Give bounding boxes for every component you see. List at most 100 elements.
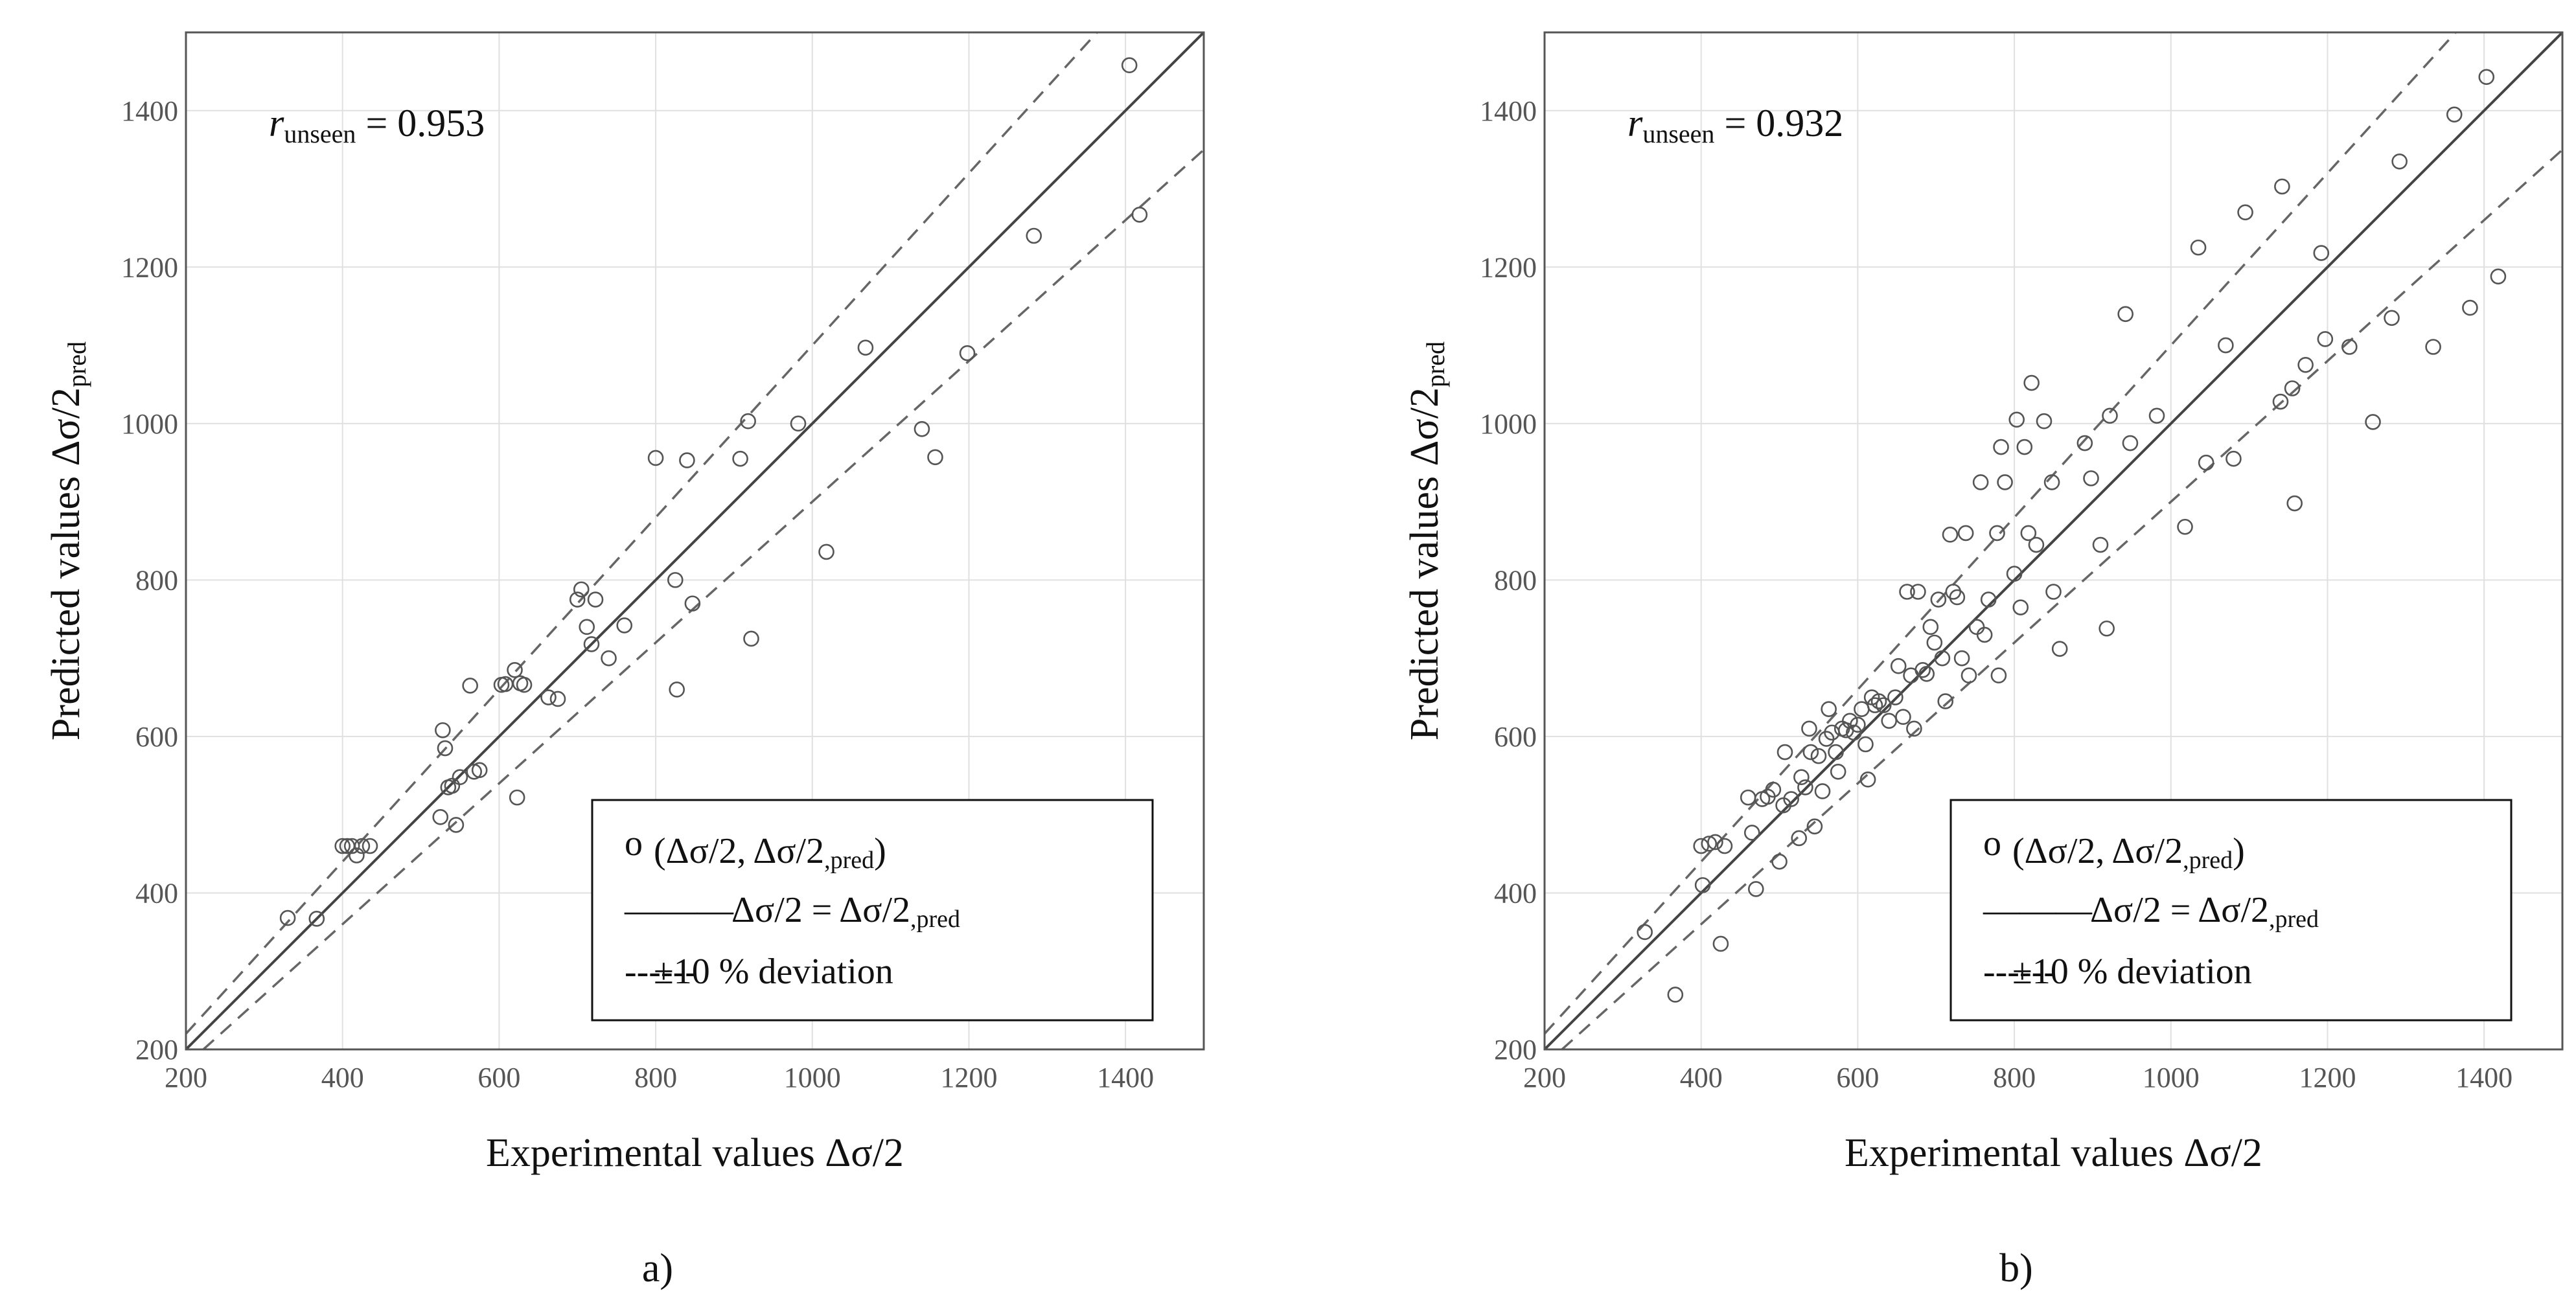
data-point [362,838,378,854]
data-point [1797,779,1813,795]
y-tick-label: 800 [135,564,178,596]
data-point [354,838,371,854]
data-point [2462,299,2478,316]
data-point [1828,744,1844,760]
legend-entry-main: Δσ/2 = Δσ/2 [731,890,910,930]
deviation-line [186,32,1099,1035]
x-tick-label: 200 [1523,1062,1566,1093]
data-point [1926,634,1943,651]
data-point [1918,666,1935,682]
data-point [743,630,759,647]
data-point [432,809,449,825]
y-tick-label: 600 [135,721,178,753]
data-point [1953,650,1970,667]
y-tick-label: 1400 [1480,95,1537,127]
data-point [1961,667,1977,684]
data-points [1637,69,2507,1003]
data-point [1026,227,1042,244]
data-point [667,572,684,588]
data-point [308,911,325,927]
data-point [1875,697,1892,713]
data-point [1915,661,1931,678]
data-point [1859,772,1876,788]
legend-entry-main: Δσ/2 = Δσ/2 [2090,890,2269,930]
data-point [1870,693,1887,709]
data-point [1857,736,1874,753]
data-point [732,450,748,467]
data-point [684,595,701,612]
data-point [2148,407,2165,424]
data-point [1842,713,1858,729]
correlation-annotation: runseen = 0.932 [1627,102,1843,148]
data-point [1968,619,1985,635]
data-point [1957,525,1974,542]
data-point [1707,834,1723,851]
x-tick-label: 1400 [1097,1062,1154,1093]
legend-symbol: ------ [1983,952,2056,992]
data-point [2083,470,2099,486]
data-point [1701,836,1718,852]
data-point [1922,619,1939,635]
axes-frame [185,31,1205,1051]
data-point [1121,57,1138,74]
x-tick-label: 1200 [940,1062,997,1093]
legend-entry-subscript: ,pred [824,847,874,874]
data-point [1693,838,1709,854]
data-point [2225,450,2242,467]
x-tick-label: 1000 [784,1062,841,1093]
data-point [1990,667,2007,684]
data-point [2051,641,2068,657]
data-point [1801,720,1817,737]
data-point [2045,584,2062,600]
legend-entry-subscript: ,pred [910,906,960,933]
data-point [2365,414,2381,430]
data-point [2023,374,2040,391]
data-point [1747,881,1764,897]
data-point [279,909,296,926]
x-tick-label: 800 [1993,1062,2036,1093]
data-point [1906,720,1922,737]
r-symbol: r [269,102,284,144]
data-point [2102,407,2118,424]
data-point [1972,474,1989,490]
data-point [2274,178,2290,195]
x-tick-label: 800 [634,1062,677,1093]
legend-entry-subscript: ,pred [2269,906,2319,933]
data-point [1818,731,1835,747]
y-tick-label: 1000 [1480,408,1537,440]
data-point [818,543,834,560]
deviation-line [1545,32,2457,1035]
data-point [1777,744,1793,760]
data-point [343,838,360,854]
data-point [2020,525,2037,542]
legend-entry-text: ±10 % deviation [654,952,893,992]
data-point [1821,701,1837,717]
data-point [587,591,604,608]
legend-symbol: ——— [1983,890,2093,930]
data-point [2490,268,2507,285]
legend-entry-text: (Δσ/2, Δσ/2,pred) [2012,831,2245,874]
data-point [1899,584,1915,600]
data-point [2043,474,2060,490]
data-point [2284,380,2301,396]
data-point [1934,650,1951,667]
r-value: = 0.932 [1714,102,1843,144]
y-tick-label: 1200 [1480,251,1537,283]
data-point [471,762,488,779]
legend: o (Δσ/2, Δσ/2,pred)———Δσ/2 = Δσ/2,pred---… [1949,799,2513,1022]
y-tick-label: 200 [1494,1034,1537,1066]
data-point [1802,744,1819,760]
data-point [1131,207,1148,223]
y-axis-label: Predicted values Δσ/2pred [1403,341,1450,740]
x-tick-label: 600 [1836,1062,1879,1093]
data-point [1937,693,1954,709]
legend-entry-main: ±10 % deviation [2012,952,2252,992]
data-point [583,636,600,652]
x-tick-label: 400 [1680,1062,1723,1093]
legend-entry-main: (Δσ/2, Δσ/2 [654,831,824,871]
legend-entry-text: (Δσ/2, Δσ/2,pred) [654,831,886,874]
data-point [2177,518,2193,535]
data-point [1667,987,1684,1003]
data-point [2286,495,2303,512]
